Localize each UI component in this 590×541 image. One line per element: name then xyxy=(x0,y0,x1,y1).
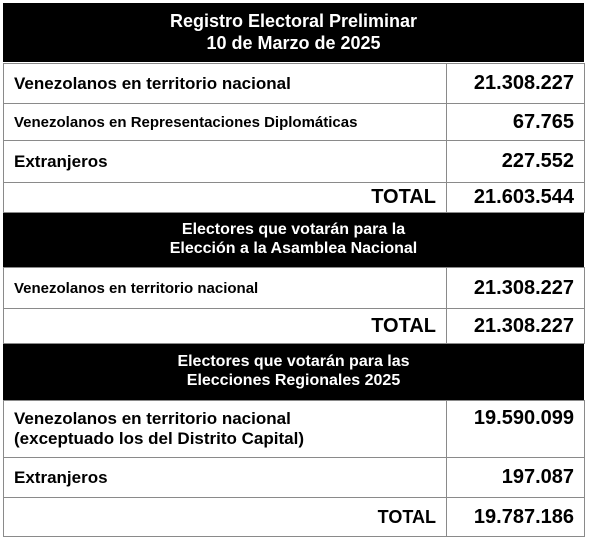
row-value: 197.087 xyxy=(446,457,585,498)
row-label: Venezolanos en territorio nacional xyxy=(3,63,447,104)
total-value: 21.603.544 xyxy=(446,182,585,213)
section-3-title-line-1: Electores que votarán para las xyxy=(177,353,410,371)
total-value: 19.787.186 xyxy=(446,497,585,537)
total-label: TOTAL xyxy=(3,182,447,213)
row-label: Venezolanos en territorio nacional xyxy=(3,267,447,309)
section-1-title-line-1: Registro Electoral Preliminar xyxy=(169,11,418,32)
section-2-title-line-2: Elección a la Asamblea Nacional xyxy=(169,240,418,257)
row-label: Venezolanos en Representaciones Diplomát… xyxy=(3,103,447,141)
row-label: Extranjeros xyxy=(3,140,447,183)
row-label: Venezolanos en territorio nacional (exce… xyxy=(3,400,447,458)
row-value: 227.552 xyxy=(446,140,585,183)
total-label: TOTAL xyxy=(3,497,447,537)
row-value: 67.765 xyxy=(446,103,585,141)
section-2-header: Electores que votarán para la Elección a… xyxy=(3,213,584,267)
section-1-header: Registro Electoral Preliminar 10 de Marz… xyxy=(3,3,584,62)
section-3-header: Electores que votarán para las Eleccione… xyxy=(3,344,584,400)
total-value: 21.308.227 xyxy=(446,308,585,344)
section-2-title-line-1: Electores que votarán para la xyxy=(181,221,406,239)
row-value: 19.590.099 xyxy=(446,400,585,458)
row-value: 21.308.227 xyxy=(446,267,585,309)
row-value: 21.308.227 xyxy=(446,63,585,104)
row-label: Extranjeros xyxy=(3,457,447,498)
section-3-title-line-2: Elecciones Regionales 2025 xyxy=(186,372,401,389)
section-1-title-line-2: 10 de Marzo de 2025 xyxy=(206,32,381,53)
total-label: TOTAL xyxy=(3,308,447,344)
